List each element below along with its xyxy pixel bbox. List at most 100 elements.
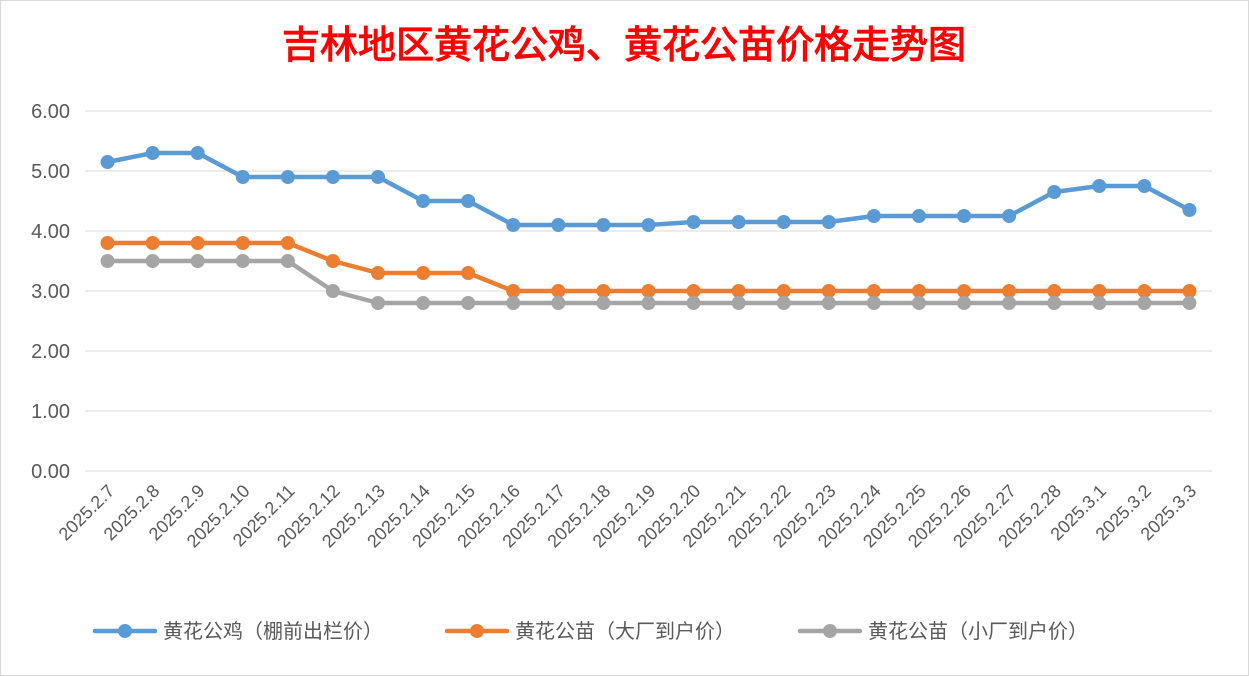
data-point (1137, 296, 1152, 310)
data-point (596, 218, 611, 232)
data-point (551, 296, 566, 310)
legend-marker (823, 624, 837, 638)
data-point (235, 254, 250, 268)
data-point (1182, 284, 1197, 298)
data-point (596, 284, 611, 298)
legend-item: 黄花公苗（大厂到户价） (444, 619, 735, 643)
data-point (506, 296, 521, 310)
data-point (1047, 296, 1062, 310)
data-point (821, 215, 836, 229)
y-tick-label: 2.00 (31, 341, 70, 363)
data-point (596, 296, 611, 310)
data-point (551, 218, 566, 232)
data-point (641, 218, 656, 232)
y-tick-label: 3.00 (31, 281, 70, 303)
data-point (1002, 284, 1017, 298)
series-3 (100, 254, 1197, 310)
legend-marker (470, 624, 484, 638)
data-point (1047, 185, 1062, 199)
y-tick-label: 4.00 (31, 221, 70, 243)
data-point (506, 284, 521, 298)
data-point (145, 236, 160, 250)
data-point (686, 215, 701, 229)
data-point (866, 284, 881, 298)
data-point (1182, 203, 1197, 217)
data-point (325, 170, 340, 184)
data-point (1137, 179, 1152, 193)
data-point (325, 254, 340, 268)
data-point (1002, 209, 1017, 223)
series-1 (100, 146, 1197, 232)
data-point (1047, 284, 1062, 298)
data-point (371, 266, 386, 280)
data-point (821, 296, 836, 310)
data-point (866, 296, 881, 310)
data-point (235, 170, 250, 184)
data-point (776, 284, 791, 298)
data-point (235, 236, 250, 250)
data-point (100, 254, 115, 268)
data-point (686, 296, 701, 310)
data-point (416, 266, 431, 280)
data-point (957, 296, 972, 310)
data-point (100, 155, 115, 169)
data-point (686, 284, 701, 298)
data-point (776, 215, 791, 229)
data-point (957, 209, 972, 223)
data-point (325, 284, 340, 298)
data-point (280, 236, 295, 250)
data-point (911, 209, 926, 223)
data-point (190, 236, 205, 250)
data-point (145, 146, 160, 160)
data-point (506, 218, 521, 232)
data-point (641, 284, 656, 298)
data-point (1092, 284, 1107, 298)
data-point (866, 209, 881, 223)
data-point (911, 296, 926, 310)
data-point (461, 194, 476, 208)
data-point (1092, 296, 1107, 310)
data-point (371, 170, 386, 184)
data-point (641, 296, 656, 310)
legend: 黄花公鸡（棚前出栏价） 黄花公苗（大厂到户价） 黄花公苗（小厂到户价） (92, 619, 1088, 643)
legend-item: 黄花公苗（小厂到户价） (797, 619, 1088, 643)
data-point (1137, 284, 1152, 298)
data-point (280, 254, 295, 268)
plot-series (100, 146, 1197, 310)
legend-label: 黄花公鸡（棚前出栏价） (163, 619, 383, 643)
data-point (1002, 296, 1017, 310)
series-2 (100, 236, 1197, 298)
y-tick-label: 6.00 (31, 101, 70, 123)
data-point (461, 266, 476, 280)
data-point (190, 146, 205, 160)
y-tick-label: 1.00 (31, 401, 70, 423)
data-point (821, 284, 836, 298)
data-point (1092, 179, 1107, 193)
data-point (280, 170, 295, 184)
legend-label: 黄花公苗（大厂到户价） (515, 619, 735, 643)
data-point (371, 296, 386, 310)
data-point (731, 284, 746, 298)
y-tick-label: 5.00 (31, 161, 70, 183)
y-axis: 0.00 1.00 2.00 3.00 4.00 5.00 6.00 (31, 101, 70, 483)
legend-marker (118, 624, 132, 638)
legend-label: 黄花公苗（小厂到户价） (868, 619, 1088, 643)
data-point (416, 194, 431, 208)
data-point (731, 215, 746, 229)
y-tick-label: 0.00 (31, 461, 70, 483)
data-point (416, 296, 431, 310)
data-point (957, 284, 972, 298)
data-point (911, 284, 926, 298)
legend-item: 黄花公鸡（棚前出栏价） (92, 619, 383, 643)
data-point (731, 296, 746, 310)
data-point (100, 236, 115, 250)
data-point (551, 284, 566, 298)
chart-title: 吉林地区黄花公鸡、黄花公苗价格走势图 (282, 22, 966, 67)
data-point (1182, 296, 1197, 310)
data-point (776, 296, 791, 310)
data-point (461, 296, 476, 310)
data-point (190, 254, 205, 268)
data-point (145, 254, 160, 268)
